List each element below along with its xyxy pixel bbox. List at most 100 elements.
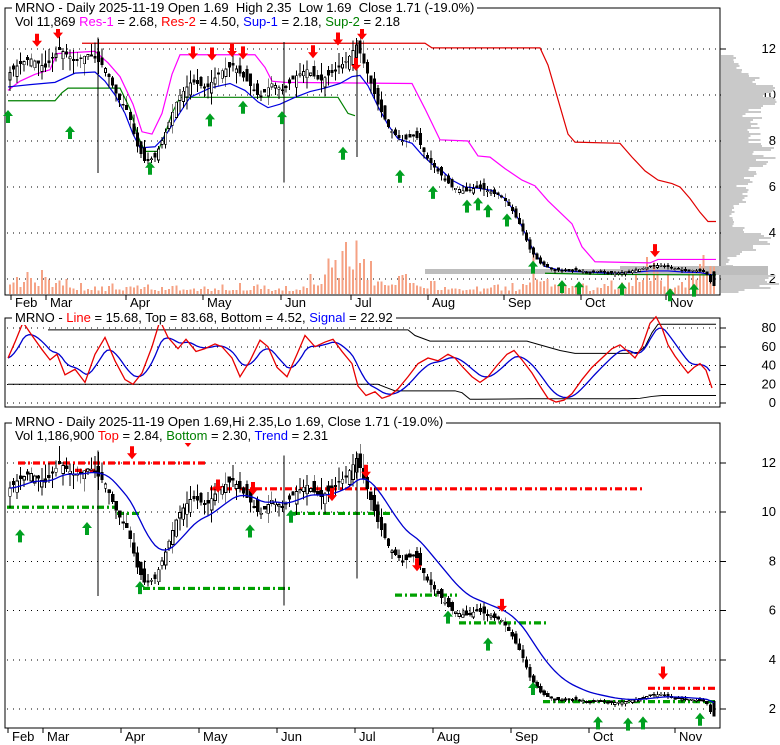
buy-signal-arrow: [277, 111, 287, 125]
svg-text:Nov: Nov: [679, 729, 703, 744]
buy-signal-arrow: [338, 146, 348, 160]
svg-text:2: 2: [769, 701, 776, 716]
svg-text:Nov: Nov: [670, 295, 694, 310]
grid-and-axes: 12 10 8 6 4 2 Feb Mar Apr May Jun Jul Aug Sep Oct Nov: [7, 455, 776, 744]
buy-signal-arrow: [286, 509, 296, 523]
volume-bars: [9, 240, 715, 294]
svg-text:4: 4: [769, 225, 776, 240]
svg-text:4: 4: [769, 652, 776, 667]
sell-signal-arrow: [308, 45, 318, 59]
top-level-label: Top: [97, 428, 119, 443]
sell-signal-arrow: [207, 47, 217, 61]
signal-arrows: [3, 25, 699, 302]
buy-signal-arrow: [65, 126, 75, 140]
level-lines: [7, 42, 717, 276]
sell-signal-arrow: [357, 26, 367, 40]
buy-signal-arrow: [15, 529, 25, 543]
buy-signal-arrow: [574, 281, 584, 295]
buy-signal-arrow: [205, 113, 215, 127]
res1-label: Res-1: [79, 14, 114, 29]
svg-text:Jul: Jul: [359, 729, 376, 744]
sell-signal-arrow: [351, 57, 361, 71]
buy-signal-arrow: [557, 280, 567, 294]
oscillator-lines: [7, 315, 716, 403]
buy-signal-arrow: [689, 283, 699, 297]
top-panel-levels: Vol 11,869 Res-1 = 2.68, Res-2 = 4.50, S…: [12, 14, 404, 29]
candlestick-series: [8, 31, 716, 287]
grid-and-axes: 80 60 40 20 0: [7, 320, 776, 410]
svg-text:6: 6: [769, 603, 776, 618]
bottom-volume-value: Vol 1,186,900: [15, 428, 98, 443]
svg-text:Feb: Feb: [12, 729, 34, 744]
svg-text:8: 8: [769, 553, 776, 568]
svg-text:Apr: Apr: [125, 729, 146, 744]
sell-signal-arrow: [53, 25, 63, 39]
buy-signal-arrow: [462, 199, 472, 213]
buy-signal-arrow: [135, 581, 145, 595]
svg-text:12: 12: [762, 455, 776, 470]
buy-signal-arrow: [395, 169, 405, 183]
top-volume-value: Vol 11,869: [15, 14, 80, 29]
trend-line: [9, 471, 715, 704]
sell-signal-arrow: [213, 479, 223, 493]
svg-text:40: 40: [762, 358, 776, 373]
svg-text:Aug: Aug: [432, 295, 455, 310]
buy-signal-arrow: [623, 717, 633, 731]
svg-text:Jun: Jun: [281, 729, 302, 744]
oscillator-panel: 80 60 40 20 0: [4, 315, 776, 410]
candlestick-series: [8, 444, 716, 717]
sell-signal-arrow: [412, 558, 422, 572]
buy-signal-arrow: [483, 204, 493, 218]
svg-text:60: 60: [762, 339, 776, 354]
buy-signal-arrow: [245, 524, 255, 538]
svg-text:8: 8: [769, 133, 776, 148]
svg-text:Mar: Mar: [50, 295, 73, 310]
svg-text:6: 6: [769, 179, 776, 194]
svg-text:2: 2: [769, 271, 776, 286]
svg-text:12: 12: [762, 41, 776, 56]
sell-signal-arrow: [127, 446, 137, 460]
bottom-panel-levels: Vol 1,186,900 Top = 2.84, Bottom = 2.30,…: [12, 428, 332, 443]
sell-signal-arrow: [327, 488, 337, 502]
res2-label: Res-2: [161, 14, 196, 29]
buy-signal-arrow: [593, 716, 603, 730]
trend-label: Trend: [254, 428, 288, 443]
svg-text:0: 0: [769, 395, 776, 410]
buy-signal-arrow: [3, 109, 13, 123]
sell-signal-arrow: [497, 598, 507, 612]
svg-text:May: May: [203, 729, 228, 744]
buy-signal-arrow: [528, 681, 538, 695]
buy-signal-arrow: [665, 288, 675, 302]
top-panel-title: MRNO - Daily 2025-11-19 Open 1.69 High 2…: [12, 1, 478, 15]
sell-signal-arrow: [333, 32, 343, 46]
sell-signal-arrow: [650, 244, 660, 258]
buy-signal-arrow: [483, 637, 493, 651]
buy-signal-arrow: [502, 213, 512, 227]
bottom-panel-title: MRNO - Daily 2025-11-19 Open 1.69,Hi 2.3…: [12, 415, 447, 429]
volume-profile: [425, 55, 780, 293]
svg-text:Jun: Jun: [285, 295, 306, 310]
sell-signal-arrow: [188, 46, 198, 60]
poc-band: [425, 269, 620, 274]
buy-signal-arrow: [443, 610, 453, 624]
sell-signal-arrow: [238, 46, 248, 60]
sup1-label: Sup-1: [243, 14, 278, 29]
buy-signal-arrow: [145, 161, 155, 175]
svg-text:Oct: Oct: [593, 729, 614, 744]
sell-signal-arrow: [658, 666, 668, 680]
middle-panel-title: MRNO - Line = 15.68, Top = 83.68, Bottom…: [12, 311, 396, 325]
svg-text:Feb: Feb: [15, 295, 37, 310]
bottom-level-label: Bottom: [166, 428, 208, 443]
buy-signal-arrow: [638, 716, 648, 730]
svg-text:Aug: Aug: [437, 729, 460, 744]
buy-signal-arrow: [528, 260, 538, 274]
sell-signal-arrow: [227, 44, 237, 58]
osc-line-label: Line: [66, 310, 91, 325]
sell-signal-arrow: [248, 481, 258, 495]
bottom-price-panel: 12 10 8 6 4 2 Feb Mar Apr May Jun Jul Aug Sep Oct Nov: [4, 422, 776, 744]
svg-text:80: 80: [762, 320, 776, 335]
svg-text:20: 20: [762, 376, 776, 391]
